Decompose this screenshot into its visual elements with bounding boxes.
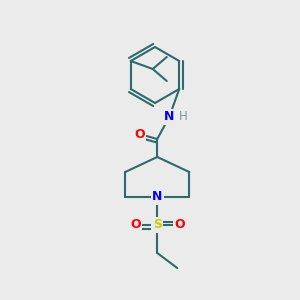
Text: O: O	[174, 218, 184, 232]
Text: N: N	[152, 190, 162, 203]
Text: O: O	[134, 128, 145, 140]
Text: H: H	[179, 110, 188, 124]
Text: S: S	[153, 218, 162, 232]
Text: N: N	[164, 110, 174, 124]
Text: O: O	[130, 218, 141, 232]
